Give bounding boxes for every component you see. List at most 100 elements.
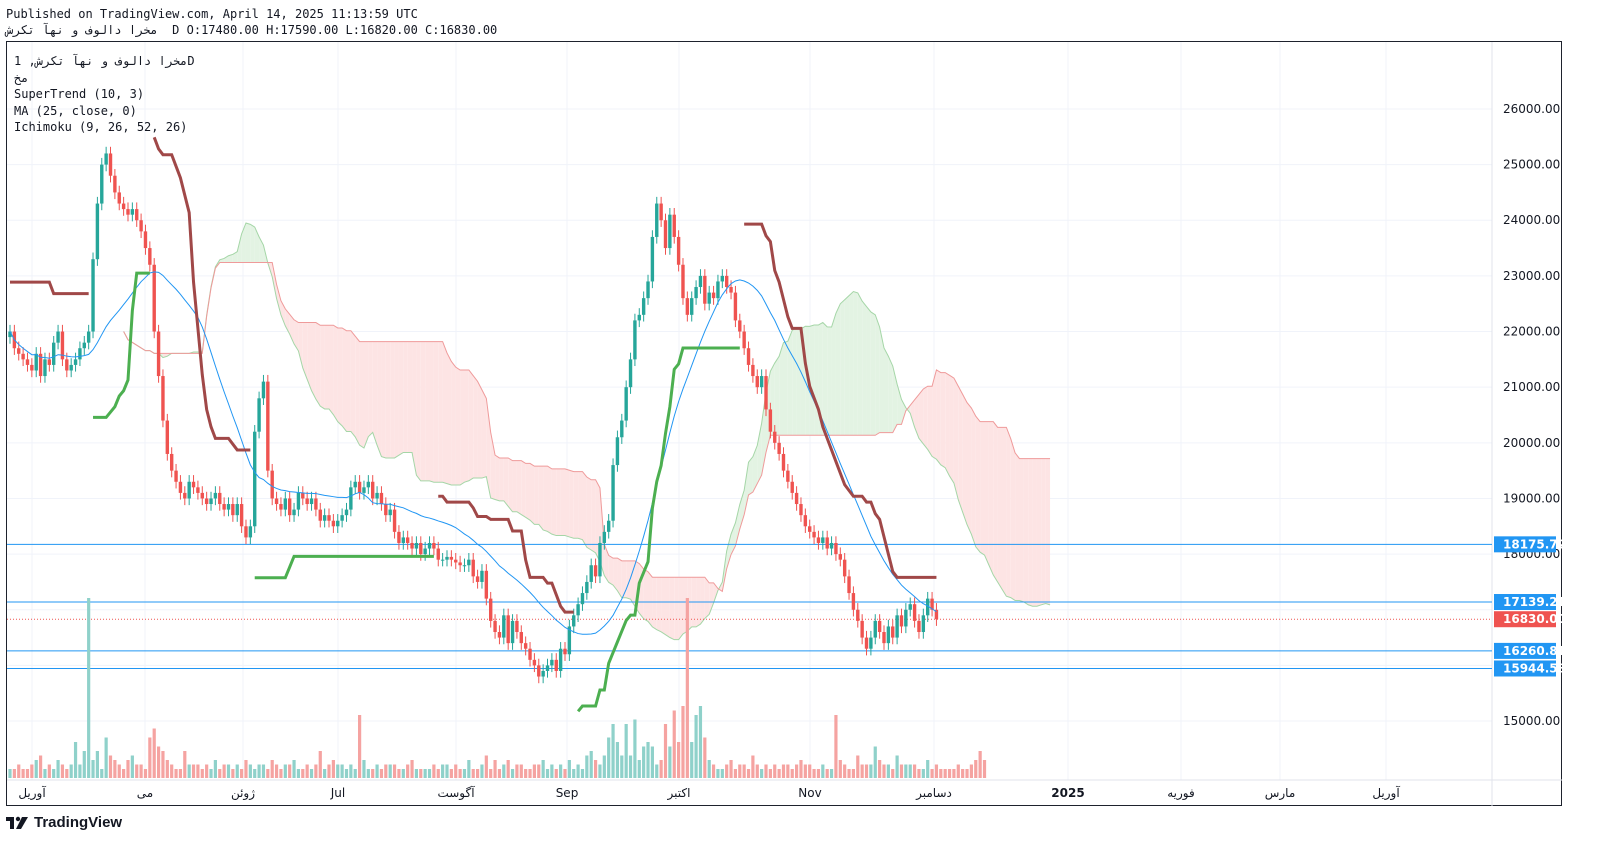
candle-body — [799, 504, 803, 516]
ichimoku-cloud-segment — [997, 427, 1002, 590]
candle-body — [611, 465, 615, 521]
volume-bar — [489, 769, 493, 778]
ichimoku-cloud-segment — [499, 457, 504, 501]
volume-bar — [248, 764, 252, 778]
ichimoku-cloud-segment — [381, 341, 386, 458]
candle-body — [95, 203, 100, 260]
volume-bar — [908, 764, 912, 778]
ichimoku-cloud-segment — [250, 224, 255, 263]
ichimoku-cloud-segment — [551, 468, 557, 536]
ichimoku-cloud-segment — [613, 558, 618, 591]
price-level-tag-text: 18175.72 — [1503, 537, 1566, 551]
volume-bar — [524, 769, 528, 778]
x-tick-label: Nov — [798, 786, 821, 800]
volume-bar — [497, 769, 502, 778]
volume-bar — [550, 764, 554, 778]
volume-bar — [266, 769, 270, 778]
volume-bar — [156, 746, 161, 778]
volume-bar — [327, 764, 331, 778]
volume-bar — [449, 769, 453, 778]
ichimoku-cloud-segment — [473, 375, 478, 479]
candle-body — [724, 275, 729, 288]
volume-bar — [829, 769, 834, 778]
volume-bar — [598, 764, 602, 778]
volume-bar — [432, 764, 436, 778]
volume-bar — [384, 764, 388, 778]
candle-body — [322, 515, 327, 521]
candle-body — [231, 504, 235, 516]
candle-body — [458, 562, 462, 566]
ichimoku-cloud-segment — [844, 295, 850, 436]
volume-bar — [755, 764, 759, 778]
candle-body — [711, 292, 716, 299]
ichimoku-cloud-segment — [1032, 458, 1037, 607]
candle-body — [366, 481, 371, 488]
candle-body — [279, 504, 283, 510]
volume-bar — [961, 769, 965, 778]
candle-body — [69, 364, 73, 371]
ichimoku-cloud-segment — [241, 222, 246, 263]
candle-body — [550, 659, 554, 666]
candle-body — [777, 442, 781, 454]
volume-bar — [148, 737, 152, 778]
candle-body — [615, 437, 620, 466]
supertrend-line — [744, 222, 937, 579]
ichimoku-cloud-segment — [967, 402, 972, 535]
candle-body — [327, 515, 331, 521]
price-level-tag — [1494, 536, 1556, 553]
volume-bar — [218, 769, 222, 778]
ichimoku-cloud-segment — [272, 262, 277, 299]
volume-bar — [602, 755, 606, 778]
ichimoku-cloud-segment — [311, 322, 316, 400]
volume-bar — [419, 769, 423, 778]
candle-body — [558, 648, 563, 671]
candle-body — [681, 264, 685, 299]
volume-bar — [681, 706, 685, 778]
volume-bar — [12, 769, 16, 778]
candle-body — [851, 593, 856, 610]
volume-bar — [406, 764, 410, 778]
ichimoku-cloud-segment — [433, 341, 439, 483]
volume-bar — [117, 764, 121, 778]
ichimoku-cloud-segment — [626, 560, 631, 600]
candle-body — [672, 214, 676, 237]
ichimoku-cloud-segment — [481, 389, 487, 479]
ichimoku-cloud-segment — [442, 341, 447, 484]
chart-frame[interactable] — [6, 41, 1562, 806]
volume-bar — [323, 769, 327, 778]
candle-body — [91, 259, 95, 332]
volume-bar — [30, 764, 34, 778]
price-level-tag-text: 15944.58 — [1503, 661, 1566, 675]
ichimoku-cloud-segment — [363, 341, 369, 449]
ichimoku-cloud-segment — [953, 378, 959, 500]
candle-body — [244, 526, 248, 538]
legend-supertrend: SuperTrend (10, 3) — [14, 87, 145, 101]
volume-bar — [760, 769, 764, 778]
candle-body — [432, 542, 436, 549]
supertrend-line — [152, 136, 251, 452]
candle-body — [183, 492, 187, 499]
candle-body — [305, 498, 309, 505]
candle-body — [860, 620, 864, 638]
ichimoku-cloud-segment — [530, 463, 535, 525]
candle-body — [655, 203, 659, 237]
candle-body — [270, 470, 274, 499]
volume-bar — [515, 764, 519, 778]
ichimoku-cloud-segment — [835, 303, 841, 436]
ichimoku-cloud-segment — [407, 341, 413, 453]
candle-body — [794, 492, 799, 505]
ichimoku-cloud-segment — [477, 381, 482, 479]
volume-bar — [733, 769, 738, 778]
volume-bar — [642, 746, 646, 778]
volume-bar — [790, 769, 794, 778]
candle-body — [808, 526, 812, 532]
ichimoku-cloud-segment — [879, 327, 884, 433]
candle-body — [475, 576, 480, 582]
candle-body — [331, 520, 336, 527]
volume-bar — [200, 769, 204, 778]
candle-body — [847, 576, 851, 594]
volume-bar — [174, 769, 178, 778]
volume-bar — [458, 769, 462, 778]
volume-bar — [349, 764, 353, 778]
